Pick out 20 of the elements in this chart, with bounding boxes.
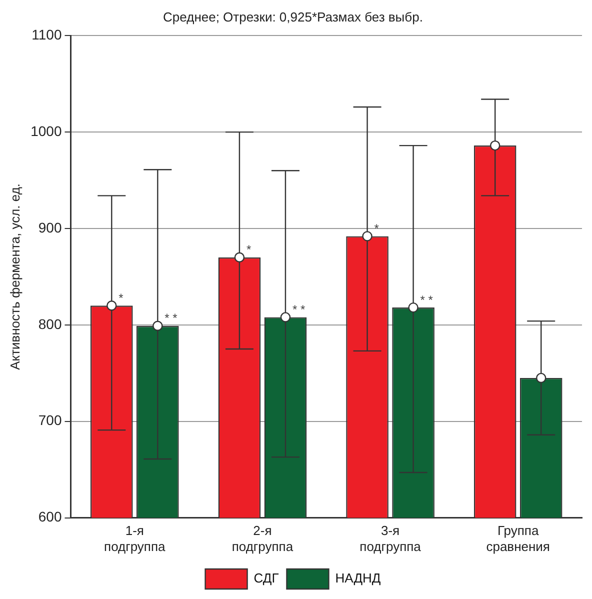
- chart-title: Среднее; Отрезки: 0,925*Размах без выбр.: [163, 9, 423, 24]
- annotation: *: [118, 290, 124, 305]
- y-axis-title: Активность фермента, усл. ед.: [7, 183, 22, 370]
- x-tick-label: 3-я подгруппа: [360, 523, 422, 554]
- y-tick-label: 1000: [30, 122, 62, 139]
- x-tick-label: 2-я подгруппа: [232, 523, 294, 554]
- legend-label: НАДНД: [335, 570, 381, 586]
- y-tick-label: 1100: [32, 26, 62, 42]
- x-tick-label: Группа сравнения: [486, 523, 550, 554]
- annotation: * *: [164, 311, 178, 326]
- annotation: *: [246, 242, 252, 257]
- annotation: *: [374, 222, 380, 236]
- y-tick-label: 700: [38, 412, 62, 428]
- annotation: * *: [420, 292, 434, 307]
- y-tick-label: 800: [38, 316, 62, 332]
- x-tick-label: 1-я подгруппа: [104, 523, 166, 554]
- y-tick-label: 900: [38, 219, 62, 236]
- y-tick-label: 600: [38, 508, 62, 525]
- legend-label: СДГ: [254, 570, 279, 586]
- annotation: * *: [292, 302, 306, 317]
